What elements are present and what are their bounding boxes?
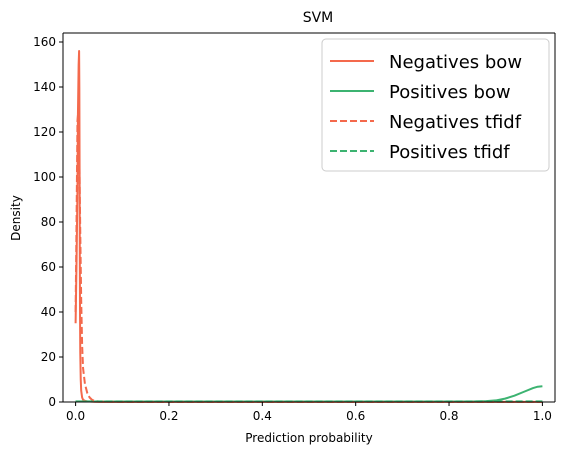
- x-tick-label: 0.0: [66, 409, 85, 423]
- legend-label: Positives bow: [389, 82, 511, 103]
- x-tick-label: 0.2: [159, 409, 178, 423]
- x-tick-label: 0.8: [439, 409, 458, 423]
- y-tick-label: 140: [33, 80, 56, 94]
- y-tick-label: 160: [33, 35, 56, 49]
- y-tick-label: 80: [41, 215, 56, 229]
- x-axis-ticks: 0.0 0.2 0.4 0.6 0.8 1.0: [66, 402, 552, 423]
- x-tick-label: 0.4: [253, 409, 272, 423]
- chart-title: SVM: [303, 10, 334, 26]
- legend-label: Positives tfidf: [389, 142, 510, 163]
- legend: Negatives bow Positives bow Negatives tfid…: [321, 38, 550, 172]
- y-axis-ticks: 0 20 40 60 80 100 120 140 160: [33, 35, 63, 409]
- y-tick-label: 60: [41, 260, 56, 274]
- y-tick-label: 120: [33, 125, 56, 139]
- y-tick-label: 40: [41, 305, 56, 319]
- x-tick-label: 1.0: [533, 409, 552, 423]
- y-axis-label: Density: [9, 195, 23, 241]
- y-tick-label: 100: [33, 170, 56, 184]
- legend-label: Negatives tfidf: [389, 112, 522, 133]
- axes-spines: [62, 32, 556, 403]
- x-tick-label: 0.6: [346, 409, 365, 423]
- x-axis-label: Prediction probability: [245, 431, 372, 445]
- y-tick-label: 20: [41, 350, 56, 364]
- legend-label: Negatives bow: [389, 52, 522, 73]
- legend-box: [321, 38, 550, 172]
- y-tick-label: 0: [48, 395, 56, 409]
